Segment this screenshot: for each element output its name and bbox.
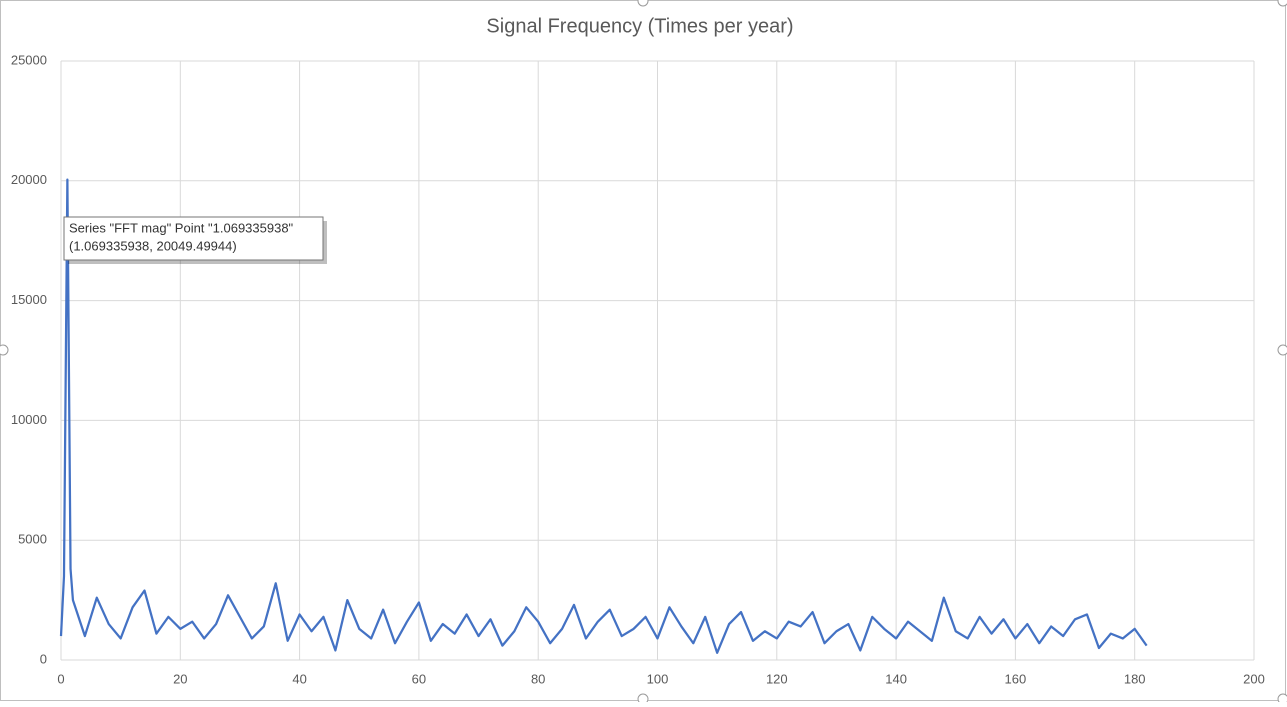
- x-tick-label: 20: [173, 671, 187, 686]
- grid: 0 5000 10000 15000 20000 25000 0 20 40 60 80 100 120…: [11, 52, 1265, 686]
- x-tick-label: 160: [1005, 671, 1027, 686]
- x-tick-label: 200: [1243, 671, 1265, 686]
- tooltip: Series "FFT mag" Point "1.069335938" (1.…: [63, 216, 327, 264]
- x-tick-label: 140: [885, 671, 907, 686]
- x-tick-label: 80: [531, 671, 545, 686]
- x-tick-label: 0: [57, 671, 64, 686]
- y-tick-label: 25000: [11, 52, 47, 67]
- x-tick-label: 180: [1124, 671, 1146, 686]
- y-tick-label: 5000: [18, 532, 47, 547]
- tooltip-line: Series "FFT mag" Point "1.069335938": [69, 220, 294, 235]
- tooltip-line: (1.069335938, 20049.49944): [69, 238, 237, 253]
- y-tick-label: 20000: [11, 172, 47, 187]
- y-tick-label: 10000: [11, 412, 47, 427]
- chart-title: Signal Frequency (Times per year): [486, 15, 793, 37]
- series-line: [59, 178, 1148, 654]
- plot: [59, 178, 1148, 654]
- x-tick-label: 40: [292, 671, 306, 686]
- x-tick-label: 60: [412, 671, 426, 686]
- y-tick-label: 0: [40, 651, 47, 666]
- y-tick-label: 15000: [11, 292, 47, 307]
- x-tick-label: 120: [766, 671, 788, 686]
- x-tick-label: 100: [647, 671, 669, 686]
